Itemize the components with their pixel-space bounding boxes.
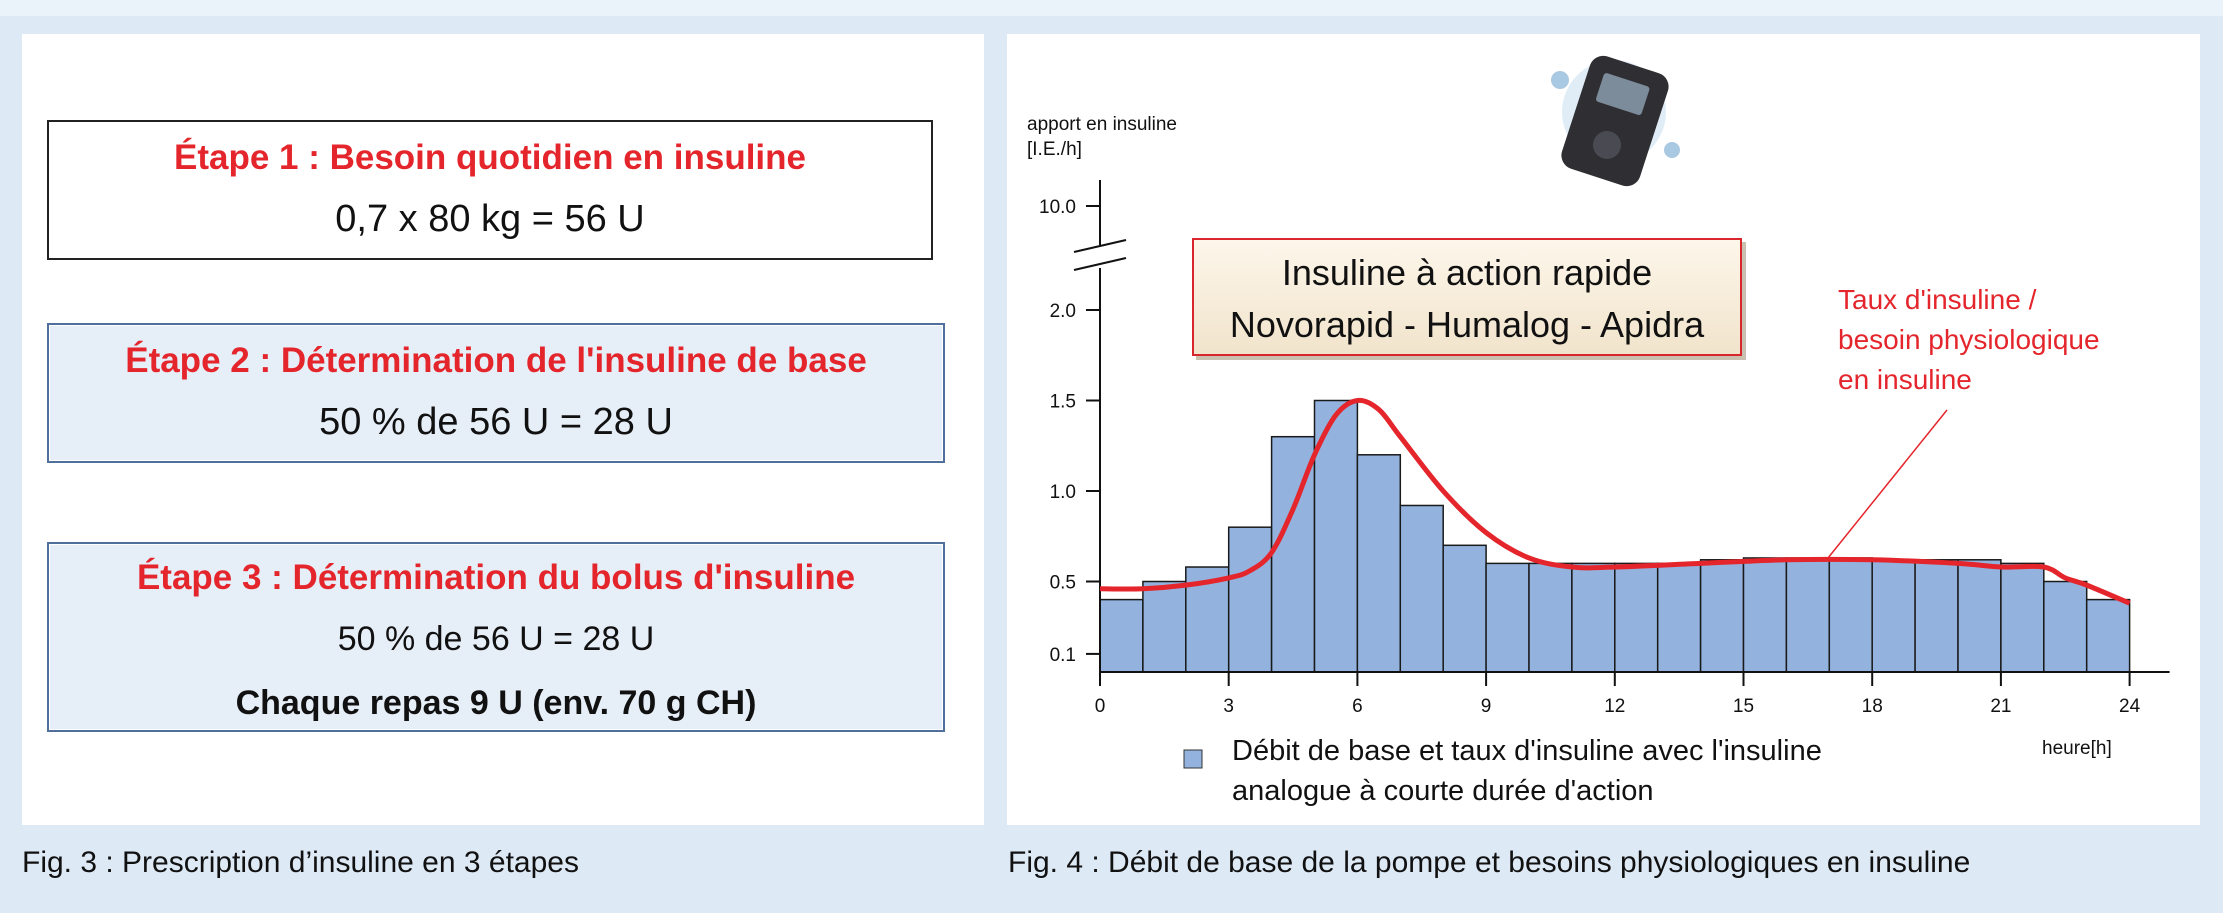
insulin-type-title: Insuline à action rapide	[1281, 252, 1653, 293]
y-tick-label: 1.0	[1050, 482, 1076, 503]
step2-title: Étape 2 : Détermination de l'insuline de…	[125, 341, 867, 380]
x-tick-label: 0	[1095, 696, 1106, 717]
chart-axes: 0 3 6 9 12 15 18 21 24 0.1 0.5 1.0 1.5 2.0 10.0	[1039, 180, 2170, 717]
legend-text-line2: analogue à courte durée d'action	[1232, 775, 1654, 807]
bar	[1485, 562, 1530, 673]
bar	[2000, 562, 2045, 673]
bar	[1914, 559, 1959, 673]
y-tick-label: 0.5	[1050, 573, 1076, 594]
x-tick-label: 18	[1862, 696, 1883, 717]
x-tick-label: 24	[2119, 696, 2141, 717]
curve-label-line2: besoin physiologique	[1838, 324, 2100, 355]
curve-label: Taux d'insuline / besoin physiologique e…	[1838, 280, 2100, 400]
legend-text-line1: Débit de base et taux d'insuline avec l'…	[1232, 735, 1822, 767]
step2-box: Étape 2 : Détermination de l'insuline de…	[47, 323, 945, 463]
legend-swatch	[1183, 749, 1203, 769]
step3-formula: 50 % de 56 U = 28 U	[337, 620, 655, 658]
step3-meal-dose: Chaque repas 9 U (env. 70 g CH)	[235, 684, 757, 722]
x-tick-label: 9	[1481, 696, 1492, 717]
fig4-caption: Fig. 4 : Débit de base de la pompe et be…	[1008, 846, 1971, 879]
y-tick-label: 0.1	[1050, 645, 1076, 666]
y-tick-label: 1.5	[1050, 392, 1076, 413]
x-tick-label: 21	[1990, 696, 2011, 717]
y-axis-label-line2: [I.E./h]	[1027, 139, 1082, 160]
bar	[2085, 598, 2131, 673]
bar	[1656, 562, 1702, 673]
x-tick-label: 15	[1733, 696, 1754, 717]
bar	[1614, 562, 1659, 673]
y-tick-label: 2.0	[1050, 301, 1076, 322]
bar	[1957, 559, 2002, 673]
bar	[1313, 399, 1359, 673]
physiological-insulin-curve	[1099, 397, 2131, 606]
insulin-type-box: Insuline à action rapide Novorapid - Hum…	[1192, 238, 1742, 356]
axis-break-mark	[1073, 257, 1127, 271]
bar	[2043, 580, 2088, 673]
bar	[1785, 557, 1831, 673]
bar	[1742, 557, 1788, 673]
bar	[1356, 454, 1402, 673]
insulin-pump-image	[1551, 55, 1680, 187]
curve-label-line1: Taux d'insuline /	[1838, 284, 2037, 315]
x-tick-label: 12	[1604, 696, 1625, 717]
bar	[1442, 544, 1487, 673]
x-tick-label: 6	[1352, 696, 1363, 717]
step1-formula: 0,7 x 80 kg = 56 U	[335, 198, 645, 240]
bar	[1528, 562, 1573, 673]
curve-label-pointer	[1827, 409, 1948, 559]
bar	[1871, 559, 1916, 673]
bar	[1399, 504, 1444, 673]
bar	[1227, 526, 1273, 673]
bar	[1571, 562, 1616, 673]
y-axis-label-line1: apport en insuline	[1027, 114, 1177, 135]
insulin-brands: Novorapid - Humalog - Apidra	[1229, 304, 1705, 345]
fig3-caption: Fig. 3 : Prescription d’insuline en 3 ét…	[22, 846, 579, 879]
bar	[1099, 598, 1144, 673]
bar	[1699, 559, 1745, 673]
x-axis-label: heure[h]	[2042, 738, 2112, 759]
y-tick-label: 10.0	[1039, 197, 1076, 218]
curve-label-line3: en insuline	[1838, 364, 1972, 395]
step1-title: Étape 1 : Besoin quotidien en insuline	[173, 138, 807, 177]
step3-box: Étape 3 : Détermination du bolus d'insul…	[47, 542, 945, 732]
bar	[1142, 580, 1187, 673]
step1-box: Étape 1 : Besoin quotidien en insuline 0…	[47, 120, 933, 260]
axis-break-mark	[1073, 239, 1127, 253]
top-strip	[0, 0, 2223, 16]
step3-title: Étape 3 : Détermination du bolus d'insul…	[136, 558, 856, 597]
x-tick-label: 3	[1223, 696, 1234, 717]
bar	[1828, 557, 1873, 673]
basal-rate-bars	[1099, 399, 2131, 673]
step2-formula: 50 % de 56 U = 28 U	[319, 401, 673, 443]
